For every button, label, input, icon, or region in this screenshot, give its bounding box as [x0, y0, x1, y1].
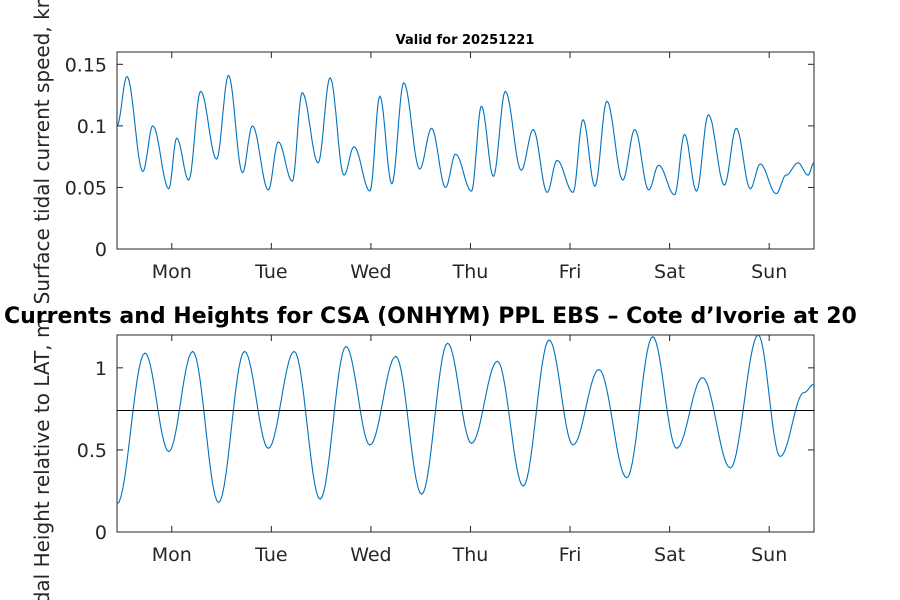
tidal-height-x-tick-label: Wed: [350, 544, 391, 566]
current-speed-series-group: [116, 74, 815, 196]
current-speed-y-label: Surface tidal current speed, kn: [30, 0, 54, 304]
current-speed-x-tick-label: Sat: [654, 261, 685, 283]
current-speed-y-tick-label: 0.1: [77, 116, 107, 138]
tidal-height-y-tick-label: 0: [95, 522, 107, 544]
tidal-height-x-tick-label: Sat: [654, 544, 685, 566]
current-speed-x-tick-label: Thu: [452, 261, 489, 283]
current-speed-x-tick-label: Wed: [350, 261, 391, 283]
current-speed-plot: Mon Tue Wed Thu Fri Sat Sun 0 0.05 0.1 0.15 Valid…: [30, 0, 815, 304]
current-speed-x-tick-label: Fri: [559, 261, 582, 283]
current-speed-x-tick-label: Sun: [751, 261, 787, 283]
tidal-height-axes-box: [116, 334, 815, 533]
tidal-height-x-tick-label: Thu: [452, 544, 489, 566]
tidal-height-y-label: Tidal Height relative to LAT, m: [30, 319, 54, 600]
current-speed-y-ticks: 0 0.05 0.1 0.15: [65, 54, 814, 261]
tidal-height-line-series-0: [116, 334, 815, 505]
current-speed-x-tick-label: Tue: [254, 261, 287, 283]
current-speed-y-tick-label: 0.05: [65, 177, 107, 199]
tidal-height-series-group: [116, 334, 815, 505]
tidal-height-y-tick-label: 0.5: [77, 440, 107, 462]
tidal-height-x-ticks: Mon Tue Wed Thu Fri Sat Sun: [152, 335, 787, 566]
tidal-height-x-tick-label: Fri: [559, 544, 582, 566]
tidal-height-y-tick-label: 1: [95, 358, 107, 380]
tidal-height-x-tick-label: Sun: [751, 544, 787, 566]
current-speed-y-tick-label: 0.15: [65, 54, 107, 76]
tidal-height-x-tick-label: Mon: [152, 544, 192, 566]
current-speed-x-ticks: Mon Tue Wed Thu Fri Sat Sun: [152, 52, 787, 283]
tidal-height-x-tick-label: Tue: [254, 544, 287, 566]
tidal-height-plot: Mon Tue Wed Thu Fri Sat Sun 00.51 Tidal Height…: [4, 304, 857, 600]
current-speed-axes-box: [116, 51, 815, 250]
tidal-height-y-ticks: 00.51: [77, 358, 814, 544]
current-speed-y-tick-label: 0: [95, 239, 107, 261]
current-speed-x-tick-label: Mon: [152, 261, 192, 283]
current-speed-line-series-0: [116, 74, 815, 196]
tidal-height-title: Currents and Heights for CSA (ONHYM) PPL…: [4, 304, 857, 329]
current-speed-title: Valid for 20251221: [396, 33, 535, 48]
